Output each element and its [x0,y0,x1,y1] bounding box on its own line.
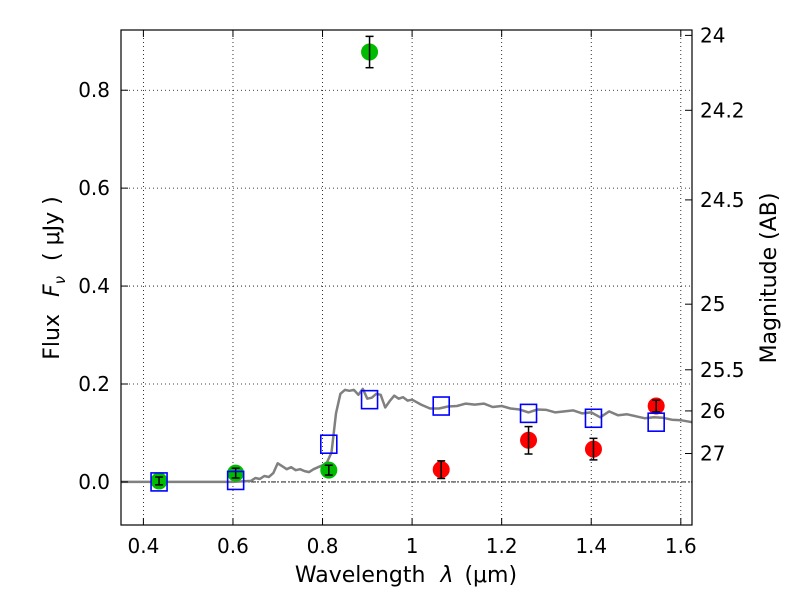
x-tick-label: 1.2 [486,534,518,558]
y-tick-label: 0.4 [78,274,110,298]
y2-axis-label: Magnitude (AB) [757,193,782,364]
model-band-flux-marker [647,412,665,432]
y-tick-label: 0.6 [78,176,110,200]
plot-content [121,35,693,492]
y-axis-label-subscript: ν [51,276,69,284]
model-band-flux-marker [319,434,338,455]
x-tick-label: 1.6 [665,534,697,558]
x-tick-label: 1.4 [575,534,607,558]
y2-tick-label: 26 [700,399,725,423]
model-band-flux-marker [150,472,168,492]
y-tick-label: 0.8 [78,78,110,102]
plot-frame [120,29,693,526]
y2-tick-label: 24.5 [700,188,745,212]
model-spectrum-line [121,387,693,484]
y-axis-label-unit: ( μJy ) [40,196,65,261]
x-axis-label: Wavelength λ (μm) [295,563,517,588]
x-tick-label: 0.4 [127,534,159,558]
model-band-flux-marker [584,408,603,429]
y2-tick-label: 27 [700,442,725,466]
x-axis-ticks: 0.4 0.6 0.8 1 1.2 1.4 1.6 [127,30,697,558]
y-tick-label: 0.0 [78,470,110,494]
y2-tick-label: 24 [700,23,725,47]
model-band-flux-marker [519,403,538,424]
y-axis-label-text: Flux [40,314,65,360]
grid-lines [121,30,692,525]
y-axis-ticks: 0.0 0.2 0.4 0.6 0.8 [78,78,128,494]
x-tick-label: 0.8 [307,534,339,558]
y2-tick-label: 25.5 [700,358,745,382]
x-tick-label: 0.6 [217,534,249,558]
y-axis-label: Flux Fν ( μJy ) [40,196,71,359]
x-axis-label-symbol: λ [439,563,453,588]
model-band-flux-marker [432,396,451,416]
x-tick-label: 1 [406,534,419,558]
y-axis-label-symbol: F [40,284,65,297]
y-tick-label: 0.2 [78,372,110,396]
x-axis-label-text: Wavelength [295,563,426,588]
y2-tick-label: 25 [700,292,725,316]
y2-axis-ticks: 24 24.2 24.5 25 25.5 26 27 [685,23,745,466]
model-band-flux-marker [360,389,379,410]
y2-tick-label: 24.2 [700,98,745,122]
x-axis-label-unit: (μm) [464,563,517,588]
model-band-flux-marker [226,470,245,491]
